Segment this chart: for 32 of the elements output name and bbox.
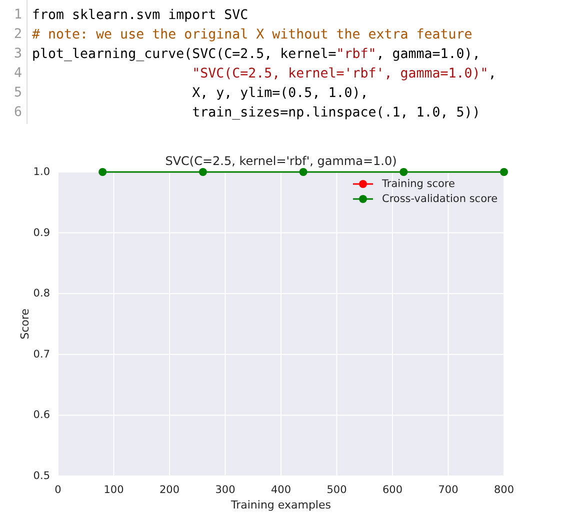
x-tick-label: 400 [270, 484, 292, 496]
x-tick-label: 200 [159, 484, 180, 496]
x-tick-label: 500 [326, 484, 347, 496]
y-axis-title: Score [18, 308, 32, 340]
x-tick-label: 800 [494, 484, 514, 496]
x-tick-label: 0 [54, 484, 62, 496]
text: X, y, ylim=(0.5, 1.0), [32, 86, 368, 100]
x-axis-title: Training examples [230, 498, 332, 512]
text: 2 [14, 27, 22, 42]
chart-title: SVC(C=2.5, kernel='rbf', gamma=1.0) [165, 154, 397, 168]
x-tick-label: 100 [104, 484, 124, 496]
text: 5 [14, 86, 22, 100]
text: plot_learning_curve(SVC(C=2.5, kernel="rbf", gamma=1.0), [32, 46, 480, 62]
y-tick-label: 0.5 [33, 470, 50, 482]
legend-label: Training score [381, 178, 455, 190]
x-tick-label: 700 [438, 484, 458, 496]
y-tick-label: 0.9 [33, 226, 50, 239]
text: "SVC(C=2.5, kernel='rbf', gamma=1.0)", [192, 66, 496, 81]
text: 4 [14, 66, 22, 81]
text: 3 [14, 46, 22, 62]
x-tick-label: 300 [215, 484, 236, 496]
text: # note: we use the original X without the extra feature [32, 27, 472, 42]
text: 6 [14, 105, 22, 120]
y-tick-label: 0.6 [33, 409, 50, 422]
text: from sklearn.svm import SVC [32, 8, 248, 22]
x-tick-label: 600 [382, 484, 403, 496]
text: 1 [14, 8, 22, 22]
y-tick-label: 0.8 [33, 288, 50, 300]
y-tick-label: 1.0 [33, 166, 50, 178]
legend-label: Cross-validation score [382, 193, 498, 205]
text: train_sizes=np.linspace(.1, 1.0, 5)) [32, 105, 480, 120]
y-tick-label: 0.7 [33, 348, 50, 360]
